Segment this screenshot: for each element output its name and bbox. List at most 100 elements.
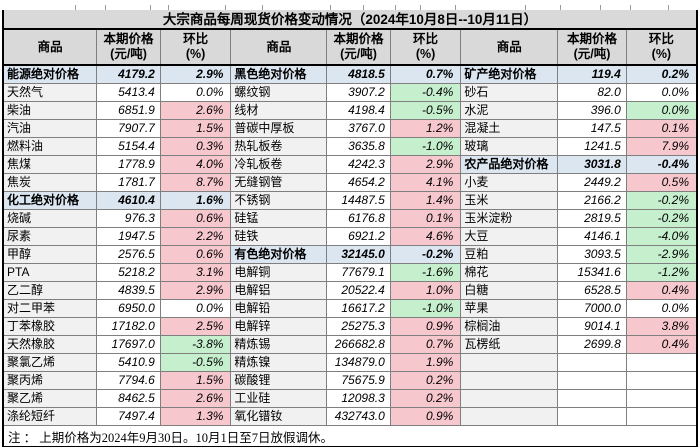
pct-change-cell[interactable]: 0.1%	[625, 119, 698, 138]
commodity-name-cell[interactable]: 矿产绝对价格	[460, 64, 559, 84]
commodity-name-cell[interactable]: 冷轧板卷	[230, 155, 328, 174]
price-cell[interactable]: 2699.8	[557, 335, 627, 354]
commodity-name-cell[interactable]: 棉花	[460, 263, 559, 282]
commodity-name-cell[interactable]: 聚乙烯	[2, 389, 98, 408]
commodity-name-cell[interactable]	[460, 389, 559, 408]
price-cell[interactable]: 4146.1	[557, 227, 627, 246]
price-cell[interactable]: 1241.5	[557, 137, 627, 156]
price-cell[interactable]: 8462.5	[96, 389, 161, 408]
commodity-name-cell[interactable]: 甲醇	[2, 245, 98, 264]
pct-change-cell[interactable]: 2.5%	[159, 317, 232, 336]
commodity-name-cell[interactable]: 小麦	[460, 173, 559, 192]
pct-change-cell[interactable]: -3.8%	[159, 335, 232, 354]
pct-change-cell[interactable]: 2.9%	[389, 155, 462, 174]
price-cell[interactable]: 266682.8	[326, 335, 391, 354]
pct-change-cell[interactable]: 2.9%	[159, 64, 232, 84]
pct-change-cell[interactable]: 3.1%	[159, 263, 232, 282]
commodity-name-cell[interactable]: 焦煤	[2, 155, 98, 174]
pct-change-cell[interactable]: -1.0%	[389, 137, 462, 156]
price-cell[interactable]: 3093.5	[557, 245, 627, 264]
price-cell[interactable]: 1781.7	[96, 173, 161, 192]
commodity-name-cell[interactable]: 无缝钢管	[230, 173, 328, 192]
pct-change-cell[interactable]: 0.3%	[159, 137, 232, 156]
price-cell[interactable]	[557, 389, 627, 408]
pct-change-cell[interactable]: 1.4%	[389, 191, 462, 210]
commodity-name-cell[interactable]: 玻璃	[460, 137, 559, 156]
price-cell[interactable]: 6851.9	[96, 101, 161, 120]
price-cell[interactable]: 4839.5	[96, 281, 161, 300]
pct-change-cell[interactable]: -0.2%	[625, 191, 698, 210]
pct-change-cell[interactable]: 1.0%	[389, 281, 462, 300]
commodity-name-cell[interactable]: 瓦楞纸	[460, 335, 559, 354]
pct-change-cell[interactable]: -0.2%	[625, 209, 698, 228]
commodity-name-cell[interactable]: 硅铁	[230, 227, 328, 246]
commodity-name-cell[interactable]: 热轧板卷	[230, 137, 328, 156]
pct-change-cell[interactable]: 0.7%	[389, 64, 462, 84]
pct-change-cell[interactable]: 2.6%	[159, 101, 232, 120]
price-cell[interactable]: 14487.5	[326, 191, 391, 210]
price-cell[interactable]: 15341.6	[557, 263, 627, 282]
price-cell[interactable]: 5218.2	[96, 263, 161, 282]
price-cell[interactable]: 2166.2	[557, 191, 627, 210]
commodity-name-cell[interactable]: 普碳中厚板	[230, 119, 328, 138]
commodity-name-cell[interactable]: 涤纶短纤	[2, 407, 98, 426]
pct-change-cell[interactable]: -1.6%	[389, 263, 462, 282]
price-cell[interactable]: 17182.0	[96, 317, 161, 336]
price-cell[interactable]	[557, 407, 627, 426]
pct-change-cell[interactable]: 0.1%	[389, 209, 462, 228]
pct-change-cell[interactable]: 2.6%	[159, 389, 232, 408]
price-cell[interactable]: 6528.5	[557, 281, 627, 300]
pct-change-cell[interactable]: 0.0%	[159, 299, 232, 318]
commodity-name-cell[interactable]: 棕榈油	[460, 317, 559, 336]
pct-change-cell[interactable]: 0.0%	[159, 83, 232, 102]
pct-change-cell[interactable]: 2.9%	[159, 281, 232, 300]
price-cell[interactable]: 16617.2	[326, 299, 391, 318]
price-cell[interactable]: 4818.5	[326, 64, 391, 84]
pct-change-cell[interactable]	[625, 371, 698, 390]
pct-change-cell[interactable]: 0.6%	[159, 245, 232, 264]
commodity-name-cell[interactable]: 天然气	[2, 83, 98, 102]
price-cell[interactable]: 976.3	[96, 209, 161, 228]
price-cell[interactable]: 3907.2	[326, 83, 391, 102]
price-cell[interactable]: 2819.5	[557, 209, 627, 228]
pct-change-cell[interactable]: 0.9%	[389, 317, 462, 336]
price-cell[interactable]: 7907.7	[96, 119, 161, 138]
pct-change-cell[interactable]: -0.4%	[625, 155, 698, 174]
pct-change-cell[interactable]: -0.5%	[389, 101, 462, 120]
commodity-name-cell[interactable]: 聚氯乙烯	[2, 353, 98, 372]
pct-change-cell[interactable]: 1.5%	[159, 119, 232, 138]
commodity-name-cell[interactable]: 电解铅	[230, 299, 328, 318]
commodity-name-cell[interactable]: 工业硅	[230, 389, 328, 408]
commodity-name-cell[interactable]: 电解铝	[230, 281, 328, 300]
pct-change-cell[interactable]	[625, 389, 698, 408]
price-cell[interactable]: 12098.3	[326, 389, 391, 408]
commodity-name-cell[interactable]: 尿素	[2, 227, 98, 246]
price-cell[interactable]: 119.4	[557, 64, 627, 84]
commodity-name-cell[interactable]: 白糖	[460, 281, 559, 300]
pct-change-cell[interactable]	[625, 407, 698, 426]
pct-change-cell[interactable]: 0.0%	[625, 101, 698, 120]
commodity-name-cell[interactable]: 能源绝对价格	[2, 64, 98, 84]
price-cell[interactable]: 1778.9	[96, 155, 161, 174]
commodity-name-cell[interactable]: 豆粕	[460, 245, 559, 264]
pct-change-cell[interactable]: -4.0%	[625, 227, 698, 246]
commodity-name-cell[interactable]: 不锈钢	[230, 191, 328, 210]
commodity-name-cell[interactable]: 氧化镨钕	[230, 407, 328, 426]
pct-change-cell[interactable]: 1.9%	[389, 353, 462, 372]
pct-change-cell[interactable]: 7.9%	[625, 137, 698, 156]
commodity-name-cell[interactable]: 苹果	[460, 299, 559, 318]
price-cell[interactable]: 4179.2	[96, 64, 161, 84]
pct-change-cell[interactable]: 1.3%	[159, 407, 232, 426]
commodity-name-cell[interactable]: 电解锌	[230, 317, 328, 336]
commodity-name-cell[interactable]	[460, 407, 559, 426]
commodity-name-cell[interactable]: PTA	[2, 263, 98, 282]
commodity-name-cell[interactable]: 农产品绝对价格	[460, 155, 559, 174]
price-cell[interactable]: 25275.3	[326, 317, 391, 336]
pct-change-cell[interactable]: 0.5%	[625, 173, 698, 192]
price-cell[interactable]: 4610.4	[96, 191, 161, 210]
pct-change-cell[interactable]: -2.9%	[625, 245, 698, 264]
price-cell[interactable]: 4198.4	[326, 101, 391, 120]
pct-change-cell[interactable]: 0.4%	[625, 335, 698, 354]
commodity-name-cell[interactable]: 精炼锡	[230, 335, 328, 354]
commodity-name-cell[interactable]: 乙二醇	[2, 281, 98, 300]
